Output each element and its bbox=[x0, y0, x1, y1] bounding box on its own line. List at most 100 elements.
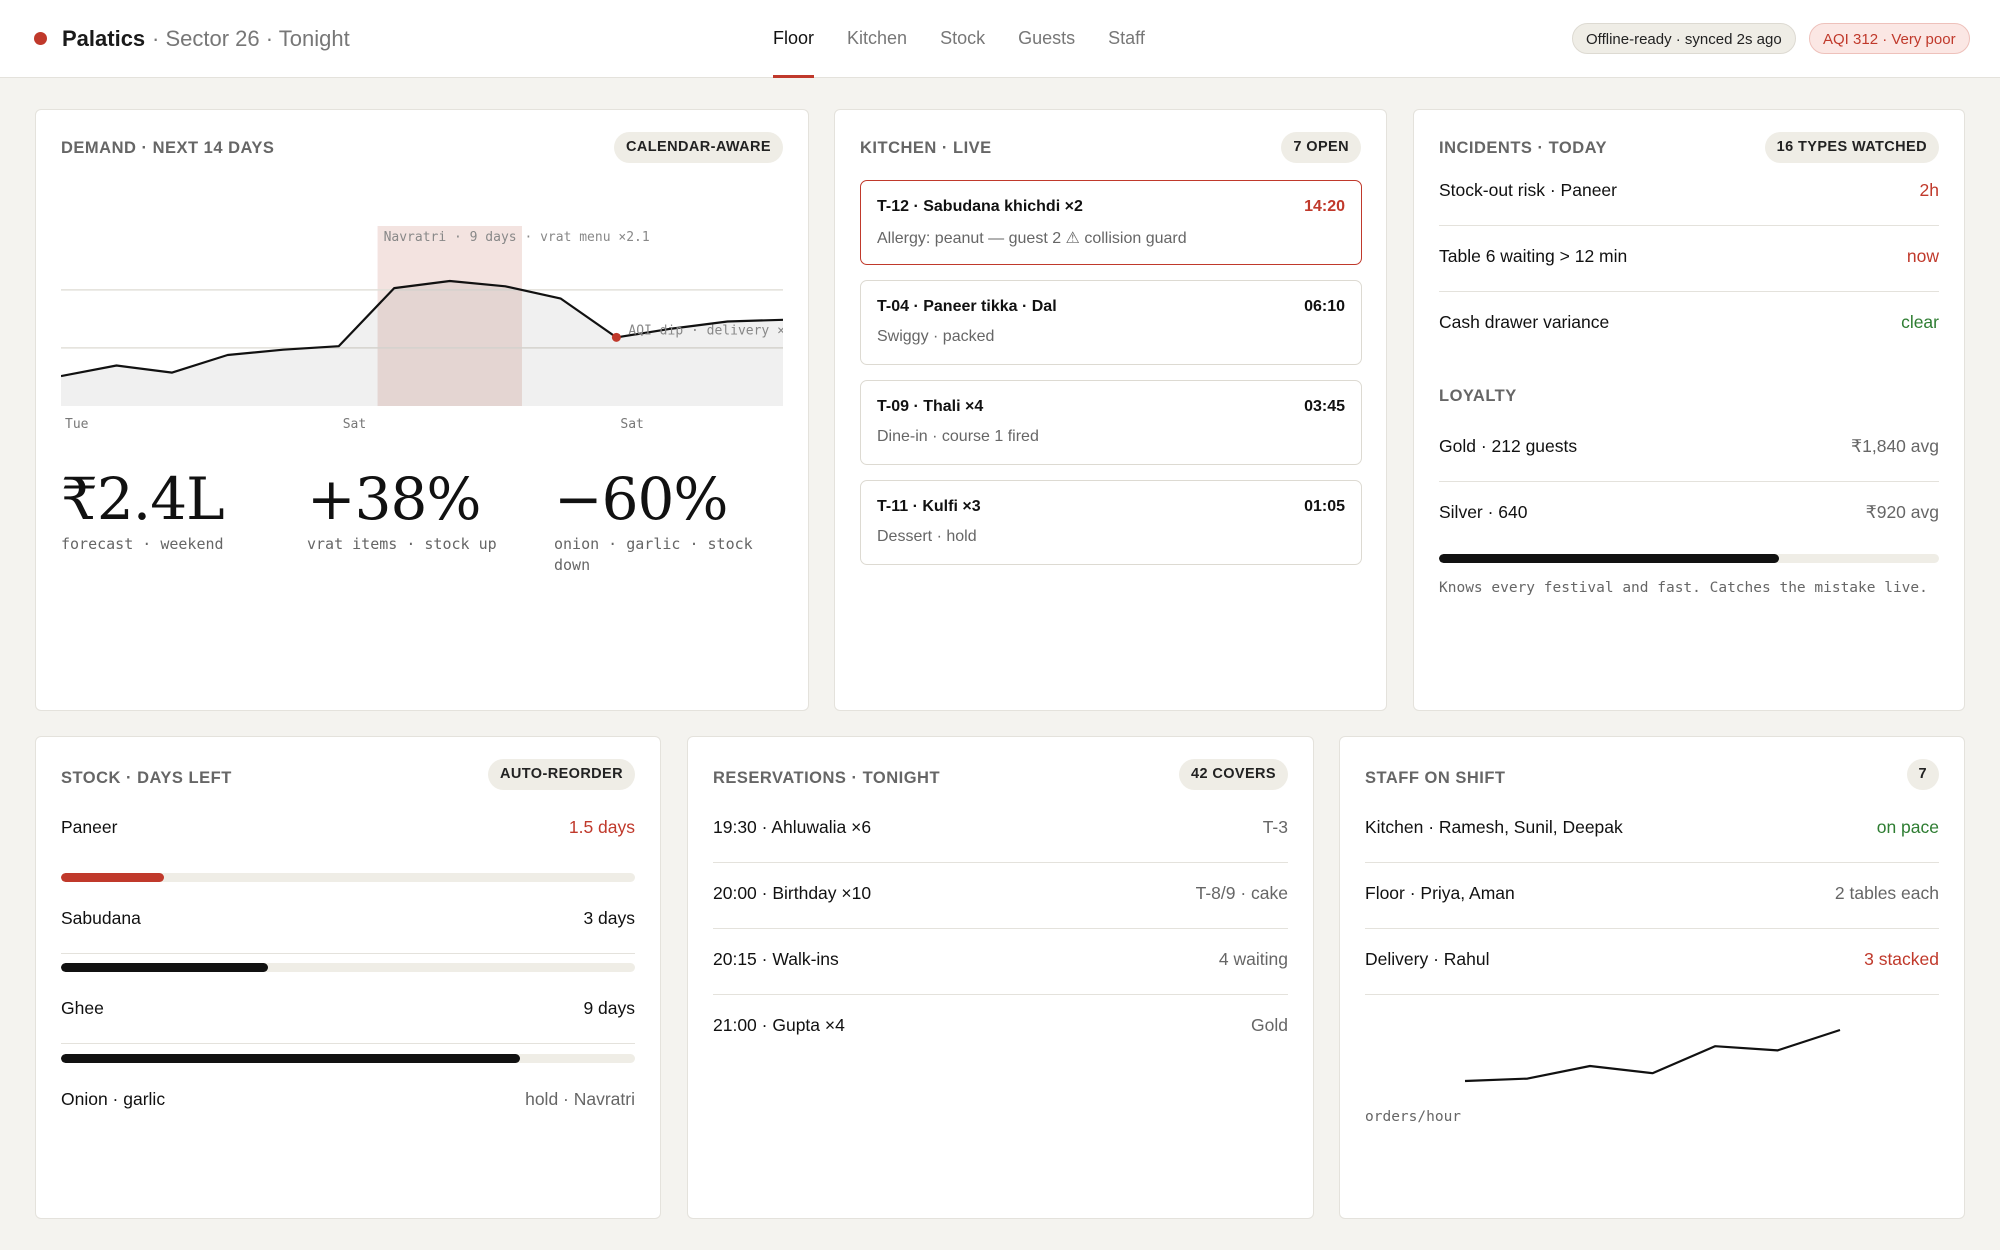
ticket-title: T-12 · Sabudana khichdi ×2 bbox=[877, 198, 1083, 215]
stock-days-left: 3 days bbox=[583, 908, 635, 928]
staff-row[interactable]: Delivery · Rahul 3 stacked bbox=[1365, 929, 1939, 995]
incident-status: clear bbox=[1901, 312, 1939, 332]
reservation-row[interactable]: 20:00 · Birthday ×10 T-8/9 · cake bbox=[713, 863, 1288, 929]
aqi-badge: AQI 312 · Very poor bbox=[1809, 23, 1970, 54]
loyalty-progress-fill bbox=[1439, 554, 1779, 563]
incident-label: Stock-out risk · Paneer bbox=[1439, 180, 1617, 200]
kpi-label: forecast · weekend bbox=[61, 535, 224, 553]
ticket-detail: Dessert · hold bbox=[877, 528, 977, 545]
stock-level-fill bbox=[61, 873, 165, 882]
demand-area bbox=[61, 281, 783, 406]
kitchen-ticket[interactable]: T-09 · Thali ×4 03:45 Dine-in · course 1… bbox=[860, 380, 1362, 465]
ticket-title: T-09 · Thali ×4 bbox=[877, 398, 984, 415]
stock-row[interactable]: Paneer 1.5 days bbox=[61, 797, 635, 863]
demand-line bbox=[61, 279, 783, 378]
incident-row[interactable]: Table 6 waiting > 12 min now bbox=[1439, 226, 1939, 292]
reservation-detail: 4 waiting bbox=[1218, 949, 1288, 969]
ticket-detail: Dine-in · course 1 fired bbox=[877, 428, 1039, 445]
card-title: INCIDENTS · TODAY bbox=[1439, 139, 1608, 157]
incidents-card: INCIDENTS · TODAY 16 TYPES WATCHED Stock… bbox=[1413, 109, 1965, 711]
staff-row[interactable]: Floor · Priya, Aman 2 tables each bbox=[1365, 863, 1939, 929]
stock-row[interactable]: Ghee 9 days bbox=[61, 978, 635, 1044]
kpi-onion-garlic: −60% onion · garlic · stock down bbox=[554, 470, 784, 576]
stock-days-left: 1.5 days bbox=[568, 817, 635, 837]
reservation-row[interactable]: 21:00 · Gupta ×4 Gold bbox=[713, 995, 1288, 1061]
stock-card: STOCK · DAYS LEFT AUTO-REORDER Paneer 1.… bbox=[35, 736, 661, 1219]
loyalty-avg: ₹920 avg bbox=[1865, 502, 1939, 522]
kitchen-ticket[interactable]: T-12 · Sabudana khichdi ×2 14:20 Allergy… bbox=[860, 180, 1362, 265]
stock-item-name: Ghee bbox=[61, 998, 104, 1018]
kpi-label: onion · garlic · stock down bbox=[554, 535, 753, 574]
nav-tab-staff[interactable]: Staff bbox=[1108, 28, 1145, 48]
card-title: DEMAND · NEXT 14 DAYS bbox=[61, 139, 275, 157]
sync-status-badge: Offline-ready · synced 2s ago bbox=[1572, 23, 1796, 54]
loyalty-row: Gold · 212 guests ₹1,840 avg bbox=[1439, 416, 1939, 482]
nav-tab-kitchen[interactable]: Kitchen bbox=[847, 28, 908, 48]
aqi-annotation: AQI dip · delivery ×1.5 bbox=[628, 323, 783, 338]
stock-days-left: 9 days bbox=[583, 998, 635, 1018]
card-title: STOCK · DAYS LEFT bbox=[61, 769, 232, 787]
calendar-aware-badge: CALENDAR-AWARE bbox=[614, 132, 783, 163]
staff-status: 2 tables each bbox=[1834, 883, 1939, 903]
reservation-row[interactable]: 20:15 · Walk-ins 4 waiting bbox=[713, 929, 1288, 995]
incident-status: now bbox=[1906, 246, 1939, 266]
stock-level-bar bbox=[61, 873, 635, 882]
loyalty-row: Silver · 640 ₹920 avg bbox=[1439, 482, 1939, 548]
incident-label: Cash drawer variance bbox=[1439, 312, 1610, 332]
kpi-label: vrat items · stock up bbox=[307, 535, 497, 553]
ticket-detail: Swiggy · packed bbox=[877, 328, 995, 345]
loyalty-progress-bar bbox=[1439, 554, 1939, 563]
ticket-time: 03:45 bbox=[1304, 398, 1345, 415]
auto-reorder-badge: AUTO-REORDER bbox=[488, 759, 635, 790]
staff-status: on pace bbox=[1876, 817, 1939, 837]
incident-row[interactable]: Stock-out risk · Paneer 2h bbox=[1439, 160, 1939, 226]
stock-row[interactable]: Onion · garlic hold · Navratri bbox=[61, 1069, 635, 1135]
top-bar: Palatics · Sector 26 · Tonight Floor Kit… bbox=[0, 0, 2000, 78]
ticket-title: T-11 · Kulfi ×3 bbox=[877, 498, 981, 515]
orders-sparkline bbox=[1464, 1028, 1841, 1083]
aqi-dip-marker bbox=[611, 332, 621, 342]
x-tick-label: Sat bbox=[343, 417, 366, 432]
stock-level-fill bbox=[61, 963, 268, 972]
staff-card: STAFF ON SHIFT 7 Kitchen · Ramesh, Sunil… bbox=[1339, 736, 1965, 1219]
stock-item-name: Sabudana bbox=[61, 908, 141, 928]
nav-tab-guests[interactable]: Guests bbox=[1018, 28, 1076, 48]
open-count-badge: 7 OPEN bbox=[1281, 132, 1361, 163]
stock-level-fill bbox=[61, 1054, 521, 1063]
kitchen-ticket[interactable]: T-04 · Paneer tikka · Dal 06:10 Swiggy ·… bbox=[860, 280, 1362, 365]
staff-station: Floor · Priya, Aman bbox=[1365, 883, 1515, 903]
card-title: RESERVATIONS · TONIGHT bbox=[713, 769, 941, 787]
kpi-value: +38% bbox=[307, 465, 482, 533]
kpi-value: −60% bbox=[554, 465, 729, 533]
reservation-detail: T-8/9 · cake bbox=[1195, 883, 1288, 903]
demand-card: DEMAND · NEXT 14 DAYS CALENDAR-AWARE Nav… bbox=[35, 109, 809, 711]
nav-tab-stock[interactable]: Stock bbox=[940, 28, 986, 48]
incident-status: 2h bbox=[1919, 180, 1939, 200]
reservation-time-party: 20:00 · Birthday ×10 bbox=[713, 883, 872, 903]
staff-station: Delivery · Rahul bbox=[1365, 949, 1490, 969]
kitchen-ticket[interactable]: T-11 · Kulfi ×3 01:05 Dessert · hold bbox=[860, 480, 1362, 565]
stock-level-bar bbox=[61, 963, 635, 972]
x-tick-label: Sat bbox=[620, 417, 643, 432]
ticket-title: T-04 · Paneer tikka · Dal bbox=[877, 298, 1057, 315]
stock-row[interactable]: Sabudana 3 days bbox=[61, 888, 635, 954]
reservation-row[interactable]: 19:30 · Ahluwalia ×6 T-3 bbox=[713, 797, 1288, 863]
reservation-time-party: 21:00 · Gupta ×4 bbox=[713, 1015, 845, 1035]
staff-count-badge: 7 bbox=[1906, 759, 1939, 790]
loyalty-avg: ₹1,840 avg bbox=[1850, 436, 1939, 456]
reservation-time-party: 20:15 · Walk-ins bbox=[713, 949, 839, 969]
reservation-detail: Gold bbox=[1251, 1015, 1288, 1035]
loyalty-tier: Silver · 640 bbox=[1439, 502, 1528, 522]
staff-row[interactable]: Kitchen · Ramesh, Sunil, Deepak on pace bbox=[1365, 797, 1939, 863]
sparkline-label: orders/hour bbox=[1365, 1109, 1462, 1125]
staff-station: Kitchen · Ramesh, Sunil, Deepak bbox=[1365, 817, 1623, 837]
navratri-range bbox=[377, 226, 522, 406]
card-title: KITCHEN · LIVE bbox=[860, 139, 992, 157]
x-tick-label: Tue bbox=[65, 417, 89, 432]
nav-tab-floor[interactable]: Floor bbox=[773, 0, 815, 78]
ticket-time: 14:20 bbox=[1304, 198, 1345, 215]
reservations-card: RESERVATIONS · TONIGHT 42 COVERS 19:30 ·… bbox=[687, 736, 1314, 1219]
incident-row[interactable]: Cash drawer variance clear bbox=[1439, 292, 1939, 358]
loyalty-tier: Gold · 212 guests bbox=[1439, 436, 1578, 456]
loyalty-heading: LOYALTY bbox=[1439, 387, 1517, 405]
